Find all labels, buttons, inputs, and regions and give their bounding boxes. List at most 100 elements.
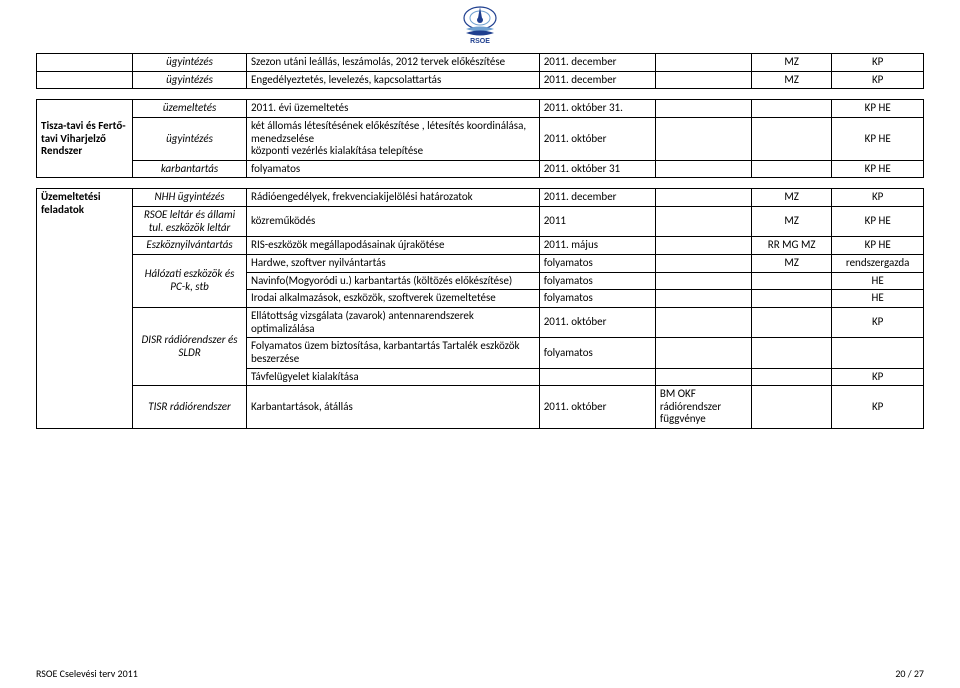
table-cell: MZ: [751, 189, 831, 207]
table-cell: 2011. október: [539, 117, 655, 160]
table-cell: [751, 117, 831, 160]
table-cell: KP: [832, 71, 924, 89]
table-cell: [751, 307, 831, 337]
table-cell: KP: [832, 54, 924, 72]
table-cell: [751, 272, 831, 290]
table-cell: [655, 307, 751, 337]
logo-text: RSOE: [470, 38, 490, 45]
spacer: [36, 89, 924, 99]
table-cell: üzemeltetés: [133, 100, 247, 118]
table-cell: [37, 54, 133, 72]
table-block-3: Üzemeltetési feladatokNHH ügyintézésRádi…: [36, 188, 924, 429]
table-row: karbantartásfolyamatos2011. október 31 KP…: [37, 160, 924, 178]
table-cell: [655, 71, 751, 89]
table-cell: KP HE: [832, 237, 924, 255]
table-cell: [655, 117, 751, 160]
table-cell: folyamatos: [247, 160, 540, 178]
table-cell: 2011. október: [539, 386, 655, 429]
table-cell: [655, 255, 751, 273]
table-cell: 2011. évi üzemeltetés: [247, 100, 540, 118]
table-cell: [751, 368, 831, 386]
table-cell: [751, 386, 831, 429]
table-cell: folyamatos: [539, 290, 655, 308]
table-cell: [655, 189, 751, 207]
footer-right: 20 / 27: [895, 667, 924, 680]
table-cell: [655, 207, 751, 237]
table-cell: RSOE leltár és állami tul. eszközök lelt…: [133, 207, 247, 237]
table-cell: RR MG MZ: [751, 237, 831, 255]
page: RSOE ügyintézésSzezon utáni leállás, les…: [0, 0, 960, 688]
table-cell: Szezon utáni leállás, leszámolás, 2012 t…: [247, 54, 540, 72]
table-cell: KP HE: [832, 100, 924, 118]
table-cell: [832, 338, 924, 368]
table-cell: HE: [832, 272, 924, 290]
table-cell: Folyamatos üzem biztosítása, karbantartá…: [247, 338, 540, 368]
table-cell: [655, 160, 751, 178]
footer-left: RSOE Cselevési terv 2011: [36, 667, 138, 680]
table-cell: 2011. december: [539, 71, 655, 89]
table-cell: folyamatos: [539, 272, 655, 290]
table-row: TISR rádiórendszerKarbantartások, átállá…: [37, 386, 924, 429]
table-cell: MZ: [751, 255, 831, 273]
table-cell: Karbantartások, átállás: [247, 386, 540, 429]
table-cell: KP HE: [832, 117, 924, 160]
table-cell: Navinfo(Mogyoródi u.) karbantartás (költ…: [247, 272, 540, 290]
table-cell: KP HE: [832, 160, 924, 178]
spacer: [36, 178, 924, 188]
table-row: ügyintézéskét állomás létesítésének elők…: [37, 117, 924, 160]
table-cell: KP: [832, 307, 924, 337]
table-cell: [751, 160, 831, 178]
table-cell: karbantartás: [133, 160, 247, 178]
page-footer: RSOE Cselevési terv 2011 20 / 27: [36, 667, 924, 680]
table-row: DISR rádiórendszer és SLDREllátottság vi…: [37, 307, 924, 337]
table-cell: BM OKF rádiórendszer függvénye: [655, 386, 751, 429]
table-cell: Rádióengedélyek, frekvenciakijelölési ha…: [247, 189, 540, 207]
table-cell: [539, 368, 655, 386]
table-cell: 2011. május: [539, 237, 655, 255]
table-cell: [655, 54, 751, 72]
table-cell: Hardwe, szoftver nyilvántartás: [247, 255, 540, 273]
table-cell: [751, 290, 831, 308]
table-cell: Távfelügyelet kialakítása: [247, 368, 540, 386]
table-cell: [655, 338, 751, 368]
table-cell: MZ: [751, 54, 831, 72]
table-cell: folyamatos: [539, 338, 655, 368]
table-cell: HE: [832, 290, 924, 308]
table-cell: 2011. október: [539, 307, 655, 337]
table-cell: [655, 368, 751, 386]
table-row: ügyintézésSzezon utáni leállás, leszámol…: [37, 54, 924, 72]
table-cell: [655, 100, 751, 118]
table-cell: közreműködés: [247, 207, 540, 237]
table-cell: ügyintézés: [133, 54, 247, 72]
table-block-1: ügyintézésSzezon utáni leállás, leszámol…: [36, 53, 924, 89]
table-cell: KP: [832, 386, 924, 429]
table-cell: rendszergazda: [832, 255, 924, 273]
table-cell: DISR rádiórendszer és SLDR: [133, 307, 247, 385]
table-cell: Engedélyeztetés, levelezés, kapcsolattar…: [247, 71, 540, 89]
table-cell: [655, 237, 751, 255]
table-cell: folyamatos: [539, 255, 655, 273]
table-cell: RIS-eszközök megállapodásainak újrakötés…: [247, 237, 540, 255]
table-cell: ügyintézés: [133, 117, 247, 160]
table-row: Tisza-tavi és Fertő-tavi Viharjelző Rend…: [37, 100, 924, 118]
table-cell: NHH ügyintézés: [133, 189, 247, 207]
table-cell: Hálózati eszközök és PC-k, stb: [133, 255, 247, 308]
table-cell: ügyintézés: [133, 71, 247, 89]
table-cell: [751, 100, 831, 118]
table-cell: MZ: [751, 71, 831, 89]
table-cell: TISR rádiórendszer: [133, 386, 247, 429]
table-cell: Eszköznyilvántartás: [133, 237, 247, 255]
table-cell: két állomás létesítésének előkészítése ,…: [247, 117, 540, 160]
table-block-2: Tisza-tavi és Fertő-tavi Viharjelző Rend…: [36, 99, 924, 178]
table-cell: 2011. december: [539, 189, 655, 207]
logo-container: RSOE: [36, 0, 924, 53]
table-cell: Irodai alkalmazások, eszközök, szoftvere…: [247, 290, 540, 308]
table-cell: KP: [832, 189, 924, 207]
table-cell: 2011: [539, 207, 655, 237]
table-cell: 2011. október 31: [539, 160, 655, 178]
table-row: Hálózati eszközök és PC-k, stbHardwe, sz…: [37, 255, 924, 273]
table-cell: 2011. december: [539, 54, 655, 72]
table-cell: 2011. október 31.: [539, 100, 655, 118]
table-cell: KP HE: [832, 207, 924, 237]
table-row: ügyintézésEngedélyeztetés, levelezés, ka…: [37, 71, 924, 89]
